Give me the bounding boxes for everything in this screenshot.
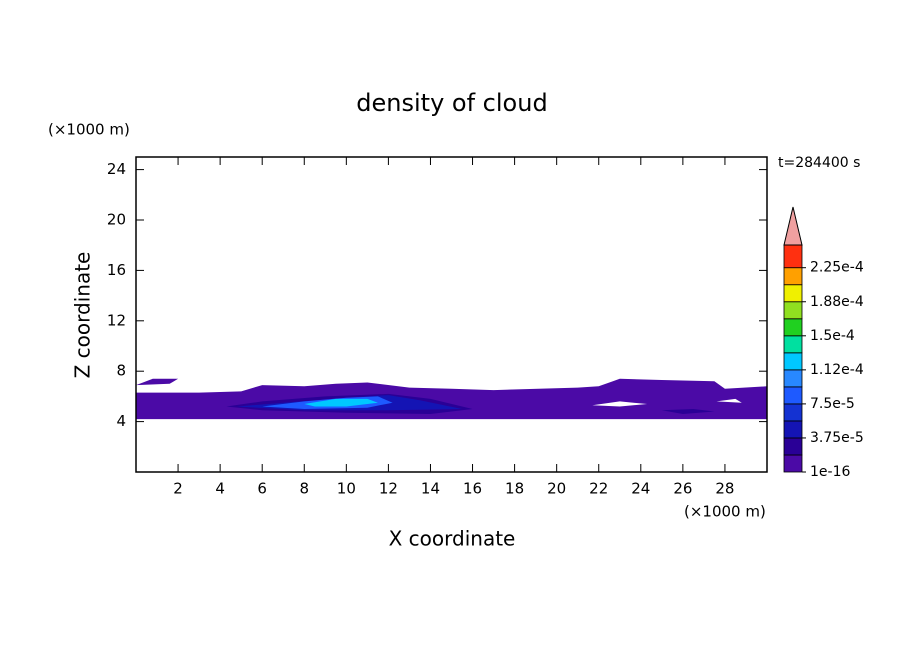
y-tick-label: 8 <box>116 362 126 380</box>
x-tick-label: 24 <box>631 480 650 498</box>
y-tick-label: 20 <box>107 211 126 229</box>
colorbar-band <box>783 284 803 303</box>
colorbar-tick-label: 1.88e-4 <box>810 294 864 310</box>
x-tick-label: 18 <box>505 480 524 498</box>
gap <box>716 398 742 403</box>
colorbar-tick-label: 1.12e-4 <box>810 362 864 378</box>
colorbar-band <box>783 403 803 422</box>
x-tick-label: 22 <box>589 480 608 498</box>
y-tick-label: 4 <box>116 412 126 430</box>
y-tick-label: 12 <box>107 311 126 329</box>
colorbar-tick-label: 1e-16 <box>810 464 850 480</box>
colorbar-band <box>783 437 803 456</box>
colorbar-band <box>783 386 803 405</box>
y-tick-label: 16 <box>107 261 126 279</box>
colorbar-tick-label: 3.75e-5 <box>810 430 864 446</box>
x-tick-label: 4 <box>215 480 225 498</box>
x-tick-label: 26 <box>673 480 692 498</box>
colorbar-band <box>783 420 803 439</box>
contour-region <box>136 378 179 386</box>
colorbar-band <box>783 267 803 286</box>
colorbar-band <box>783 369 803 388</box>
x-tick-label: 12 <box>379 480 398 498</box>
y-label: Z coordinate <box>71 252 95 379</box>
contour-region <box>661 409 715 414</box>
x-tick-label: 10 <box>337 480 356 498</box>
time-label: t=284400 s <box>778 155 860 171</box>
colorbar-band <box>783 335 803 354</box>
y-tick-label: 24 <box>107 160 126 178</box>
x-tick-label: 14 <box>421 480 440 498</box>
colorbar-band <box>783 301 803 320</box>
x-tick-label: 16 <box>463 480 482 498</box>
plot-frame <box>135 156 768 473</box>
contour-region <box>136 378 767 420</box>
colorbar-band <box>783 352 803 371</box>
colorbar-band <box>783 454 803 473</box>
x-tick-label: 6 <box>257 480 267 498</box>
x-unit: (×1000 m) <box>684 503 766 521</box>
x-label: X coordinate <box>389 527 516 551</box>
colorbar-tick-label: 1.5e-4 <box>810 328 855 344</box>
colorbar-tick-label: 7.5e-5 <box>810 396 855 412</box>
colorbar-band <box>783 244 803 269</box>
colorbar-tick-label: 2.25e-4 <box>810 260 864 276</box>
colorbar-band <box>783 318 803 337</box>
contour-region <box>304 398 378 407</box>
x-tick-label: 28 <box>715 480 734 498</box>
chart-title: density of cloud <box>356 89 547 117</box>
x-tick-label: 2 <box>173 480 183 498</box>
y-unit: (×1000 m) <box>48 121 130 139</box>
colorbar-extend <box>783 206 803 246</box>
x-tick-label: 20 <box>547 480 566 498</box>
x-tick-label: 8 <box>299 480 309 498</box>
gap <box>592 401 648 407</box>
